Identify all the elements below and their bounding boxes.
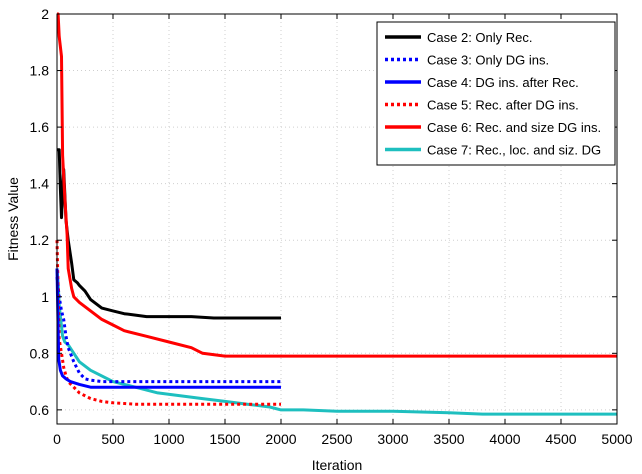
x-tick-label: 2000 xyxy=(265,431,296,447)
y-tick-label: 1.4 xyxy=(30,176,50,192)
x-tick-label: 4000 xyxy=(489,431,520,447)
series-line-case-7 xyxy=(55,268,617,416)
y-tick-label: 0.6 xyxy=(30,402,50,418)
x-axis-label: Iteration xyxy=(312,457,363,473)
x-tick-label: 3500 xyxy=(433,431,464,447)
series-line-case-3 xyxy=(55,276,281,384)
x-tick-label: 3000 xyxy=(377,431,408,447)
legend-box xyxy=(376,21,616,166)
y-tick-label: 0.8 xyxy=(30,345,50,361)
x-tick-label: 4500 xyxy=(545,431,576,447)
series-line-case-4 xyxy=(55,268,281,389)
series-line-case-5 xyxy=(55,240,281,406)
legend-label: Case 2: Only Rec. xyxy=(427,30,533,45)
x-tick-label: 5000 xyxy=(601,431,632,447)
series-line-case-6 xyxy=(56,12,617,358)
legend-label: Case 5: Rec. after DG ins. xyxy=(427,98,579,113)
axis-ticks: 0 500 1000 1500 2000 2500 3000 3500 4000 4500 5000… xyxy=(30,6,633,447)
legend-label: Case 7: Rec., loc. and siz. DG xyxy=(427,143,601,158)
y-tick-label: 1.8 xyxy=(30,63,50,79)
x-tick-label: 2500 xyxy=(321,431,352,447)
x-tick-label: 1500 xyxy=(209,431,240,447)
y-tick-label: 2 xyxy=(41,6,49,22)
x-tick-label: 1000 xyxy=(153,431,184,447)
legend-label: Case 6: Rec. and size DG ins. xyxy=(427,120,601,135)
legend-label: Case 4: DG ins. after Rec. xyxy=(427,75,579,90)
x-tick-label: 500 xyxy=(101,431,125,447)
x-tick-label: 0 xyxy=(53,431,61,447)
y-tick-label: 1.2 xyxy=(30,232,50,248)
y-tick-label: 1 xyxy=(41,289,49,305)
plot-series xyxy=(55,12,617,416)
legend: Case 2: Only Rec. Case 3: Only DG ins. Cas… xyxy=(376,21,616,166)
legend-label: Case 3: Only DG ins. xyxy=(427,53,549,68)
y-axis-label: Fitness Value xyxy=(5,177,21,261)
y-tick-label: 1.6 xyxy=(30,119,50,135)
